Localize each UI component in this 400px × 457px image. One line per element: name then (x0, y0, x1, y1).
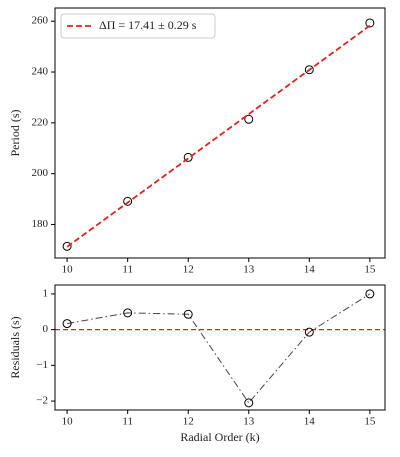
data-point (304, 327, 314, 337)
y-tick-label: −2 (36, 395, 48, 407)
x-tick-label: 12 (183, 264, 194, 276)
y-tick-label: 1 (43, 287, 49, 299)
y-tick-label: −1 (36, 359, 48, 371)
x-tick-label: 13 (243, 416, 255, 428)
data-point (244, 398, 254, 408)
series-line (67, 293, 371, 404)
x-tick-label: 11 (122, 416, 133, 428)
y-tick-label: 240 (32, 66, 49, 78)
y-tick-label: 0 (43, 323, 49, 335)
legend-box (60, 13, 216, 39)
y-tick-label: 180 (32, 218, 49, 230)
data-point (365, 18, 375, 28)
y-tick-label: 200 (32, 167, 49, 179)
series-line (66, 24, 371, 248)
legend-label: ΔΠ = 17.41 ± 0.29 s (99, 18, 197, 32)
y-axis-label: Period (s) (8, 110, 22, 157)
x-axis-label: Radial Order (k) (180, 430, 259, 444)
axes-frame (54, 7, 386, 259)
x-tick-label: 13 (243, 264, 255, 276)
data-point (365, 289, 375, 299)
data-point (62, 241, 72, 251)
x-tick-label: 15 (364, 416, 376, 428)
x-tick-label: 14 (304, 264, 316, 276)
y-tick-label: 260 (32, 15, 49, 27)
data-point (62, 319, 72, 329)
data-point (183, 152, 193, 162)
x-tick-label: 12 (183, 416, 194, 428)
data-point (304, 65, 314, 75)
x-tick-label: 10 (62, 264, 74, 276)
x-tick-label: 15 (364, 264, 376, 276)
y-tick-label: 220 (32, 116, 49, 128)
data-point (123, 196, 133, 206)
data-point (183, 309, 193, 319)
data-point (123, 308, 133, 318)
x-tick-label: 10 (62, 416, 74, 428)
y-axis-label: Residuals (s) (8, 316, 22, 378)
x-tick-label: 11 (122, 264, 133, 276)
x-tick-label: 14 (304, 416, 316, 428)
axes-frame (54, 284, 386, 411)
data-point (244, 114, 254, 124)
